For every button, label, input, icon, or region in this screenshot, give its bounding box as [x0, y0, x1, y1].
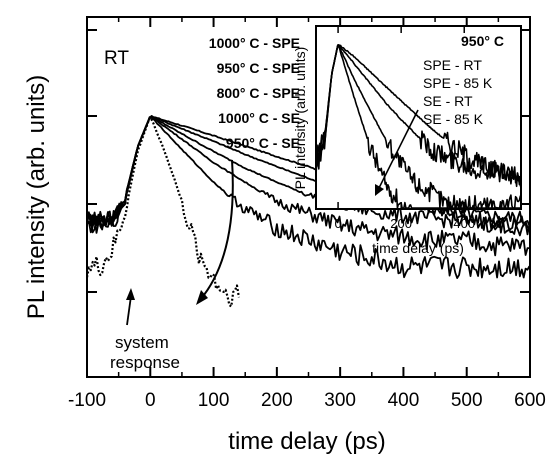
inset-legend-label: SE - RT [423, 93, 473, 109]
inset-series-spe-85-k-line [315, 44, 522, 186]
inset-trend-arrow-head [375, 184, 384, 196]
main-axes [86, 16, 531, 378]
trend-arrow-head [196, 290, 208, 305]
x-tick-label: 0 [145, 390, 156, 411]
x-tick-label: 500 [451, 390, 483, 411]
inset-series-se-85-k-line [315, 44, 521, 209]
legend-label: 1000° C - SPE [209, 35, 300, 51]
inset-panel-label: 950° C [461, 33, 504, 49]
legend-label: 950° C - SE [226, 135, 300, 151]
inset-y-axis-title: PL intensity (arb. units) [292, 47, 308, 190]
x-tick-label: 400 [388, 390, 420, 411]
inset-trend-arrow [377, 109, 419, 191]
series-1000-c-se-line [86, 116, 530, 257]
x-tick-label: 200 [261, 390, 293, 411]
legend-label: 950° C - SPE [217, 60, 300, 76]
series-800-c-spe-line [86, 116, 531, 234]
inset-x-tick-label: 200 [390, 216, 412, 231]
x-tick-label: 300 [324, 390, 356, 411]
inset-x-axis-title: time delay (ps) [372, 240, 464, 256]
inset-legend-label: SPE - RT [423, 57, 482, 73]
x-axis-title: time delay (ps) [228, 428, 385, 455]
inset-legend-label: SE - 85 K [423, 111, 484, 127]
legend-label: 1000° C - SE [218, 110, 300, 126]
inset-legend-label: SPE - 85 K [423, 75, 493, 91]
inset-series-spe-rt-line [315, 44, 522, 188]
y-axis-title: PL intensity (arb. units) [23, 75, 50, 320]
system-response-arrow-head [126, 288, 135, 300]
system-response-arrow [126, 295, 132, 326]
trend-arrow [199, 159, 234, 301]
series-system-response-line [85, 116, 240, 308]
inset-x-tick-label: 0 [334, 216, 341, 231]
system-response-label-line1: system [115, 333, 169, 352]
inset-chart: 0 200 400 time delay (ps) PL intensity (arb.… [292, 25, 522, 256]
panel-label-rt: RT [104, 48, 129, 69]
main-labels: -100 0 100 200 300 400 500 600 time delay (ps) PL… [23, 35, 546, 455]
series-950-c-se-line [86, 116, 531, 279]
inset-x-tick-label: 400 [453, 216, 475, 231]
x-tick-label: -100 [68, 390, 106, 411]
x-tick-label: 600 [514, 390, 546, 411]
legend-label: 800° C - SPE [217, 85, 300, 101]
system-response-label-line2: response [110, 353, 180, 372]
x-tick-label: 100 [198, 390, 230, 411]
